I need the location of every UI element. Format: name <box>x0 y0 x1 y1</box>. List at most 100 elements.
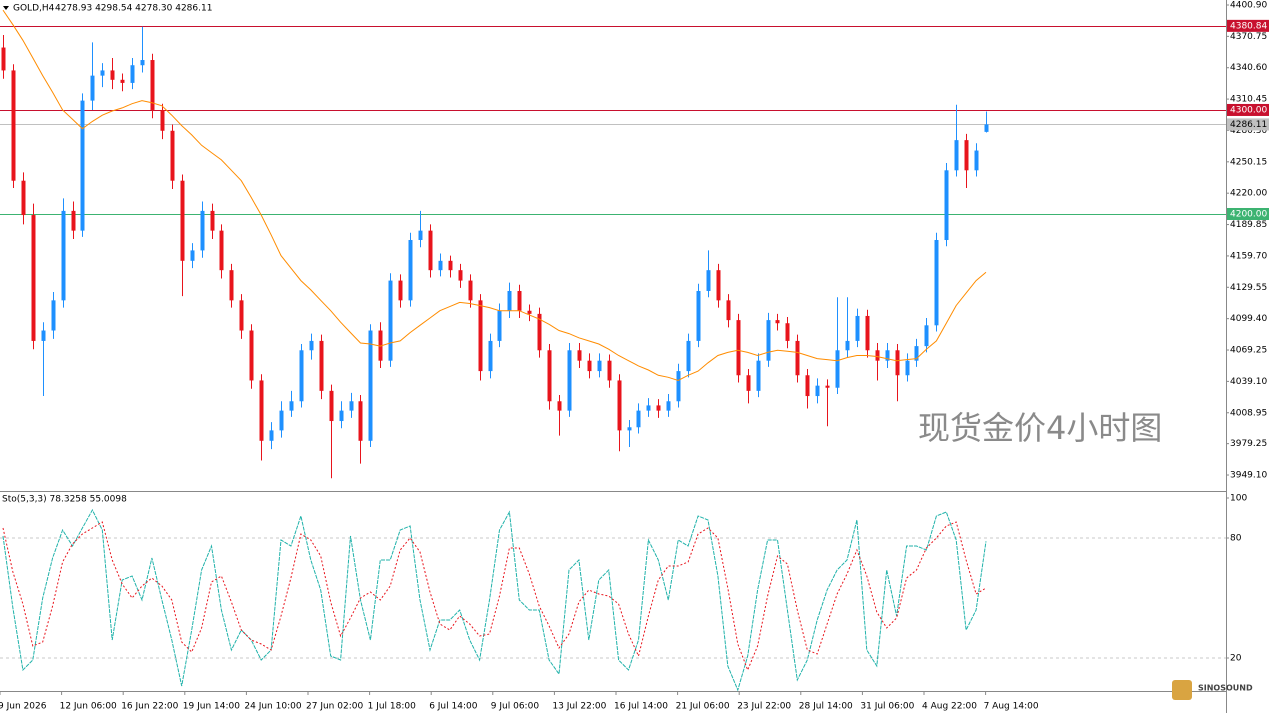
y-tick-label: 4220.00 <box>1230 189 1267 199</box>
candle-body <box>577 350 582 361</box>
indicator-y-tick-label: 20 <box>1230 654 1242 664</box>
price-level-label: 4300.00 <box>1230 105 1267 115</box>
candle-body <box>507 290 512 311</box>
candle-body <box>497 310 502 341</box>
candle-body <box>61 210 66 301</box>
candle-body <box>666 401 671 411</box>
candle-body <box>368 330 373 441</box>
stochastic-line <box>2 521 987 672</box>
candle-body <box>835 350 840 388</box>
candle-body <box>785 323 790 341</box>
x-tick-label: 16 Jul 14:00 <box>614 702 668 712</box>
candle-body <box>478 300 483 372</box>
candle-body <box>31 215 36 341</box>
candle-body <box>517 290 522 311</box>
candle-body <box>130 65 135 83</box>
candle-body <box>627 427 632 431</box>
logo-icon <box>1172 680 1192 700</box>
candle-body <box>686 340 691 372</box>
indicator-y-tick-label: 80 <box>1230 534 1242 544</box>
candle-body <box>805 375 810 397</box>
candle-body <box>150 60 155 110</box>
x-tick-label: 16 Jun 22:00 <box>121 702 178 712</box>
stochastic-line <box>2 508 987 692</box>
candle-body <box>547 350 552 402</box>
x-tick-label: 7 Aug 14:00 <box>984 702 1039 712</box>
indicator-title: Sto(5,3,3) 78.3258 55.0098 <box>2 495 127 505</box>
candle-body <box>636 410 641 428</box>
candle-body <box>418 230 423 241</box>
x-tick-label: 1 Jul 18:00 <box>368 702 417 712</box>
candle-body <box>954 140 959 171</box>
candle-body <box>458 270 463 281</box>
y-tick-label: 4008.95 <box>1230 408 1267 418</box>
candle-body <box>71 210 76 231</box>
candle-body <box>537 313 542 351</box>
candle-body <box>398 280 403 301</box>
y-tick-label: 4340.60 <box>1230 63 1267 73</box>
candle-body <box>656 405 661 411</box>
y-tick-label: 4099.40 <box>1230 314 1267 324</box>
candle-body <box>488 340 493 372</box>
logo: SINOSOUND <box>1198 684 1253 693</box>
x-tick-label: 19 Jun 14:00 <box>183 702 240 712</box>
candle-body <box>964 140 969 171</box>
candle-body <box>110 70 115 80</box>
price-level-label: 4286.11 <box>1230 120 1267 130</box>
candle-body <box>974 150 979 171</box>
candle-body <box>210 210 215 231</box>
candle-body <box>279 410 284 431</box>
candle-body <box>160 109 165 131</box>
candle-body <box>428 230 433 271</box>
price-level-label: 4200.00 <box>1230 209 1267 219</box>
candle-body <box>100 70 105 76</box>
candle-body <box>41 330 46 341</box>
candle-body <box>140 60 145 66</box>
x-tick-label: 21 Jul 06:00 <box>676 702 730 712</box>
candle-body <box>706 270 711 291</box>
candle-body <box>984 124 989 132</box>
candle-body <box>319 340 324 391</box>
y-tick-label: 3949.10 <box>1230 471 1267 481</box>
candle-body <box>408 240 413 301</box>
x-tick-label: 12 Jun 06:00 <box>60 702 117 712</box>
candle-body <box>587 360 592 372</box>
x-tick-label: 31 Jul 06:00 <box>860 702 914 712</box>
x-tick-label: 13 Jul 22:00 <box>552 702 606 712</box>
candle-body <box>875 350 880 361</box>
candle-body <box>934 240 939 326</box>
watermark: 现货金价4小时图 <box>918 409 1162 447</box>
candle-body <box>746 375 751 391</box>
candle-body <box>309 340 314 351</box>
indicator-y-tick-label: 100 <box>1230 494 1247 504</box>
candle-body <box>766 320 771 361</box>
candle-body <box>200 210 205 251</box>
candle-body <box>646 405 651 411</box>
candle-body <box>597 360 602 372</box>
x-tick-label: 28 Jul 14:00 <box>799 702 853 712</box>
candle-body <box>865 315 870 351</box>
candle-body <box>716 270 721 301</box>
candle-body <box>468 280 473 301</box>
candle-body <box>855 315 860 341</box>
candle-body <box>726 300 731 321</box>
x-tick-label: 4 Aug 22:00 <box>922 702 977 712</box>
candle-body <box>815 385 820 397</box>
candle-body <box>190 250 195 261</box>
candle-body <box>329 390 334 422</box>
x-tick-label: 23 Jul 22:00 <box>737 702 791 712</box>
y-tick-label: 4189.85 <box>1230 220 1267 230</box>
candle-body <box>170 130 175 181</box>
candle-body <box>696 290 701 341</box>
candle-body <box>229 270 234 301</box>
menu-arrow[interactable] <box>3 6 9 10</box>
candle-body <box>239 300 244 331</box>
moving-average <box>2 9 987 382</box>
candle-body <box>299 350 304 402</box>
y-tick-label: 4159.70 <box>1230 251 1267 261</box>
candle-body <box>349 401 354 411</box>
candle-body <box>80 100 85 231</box>
price-level-tag <box>1227 19 1269 32</box>
candle-body <box>775 320 780 324</box>
